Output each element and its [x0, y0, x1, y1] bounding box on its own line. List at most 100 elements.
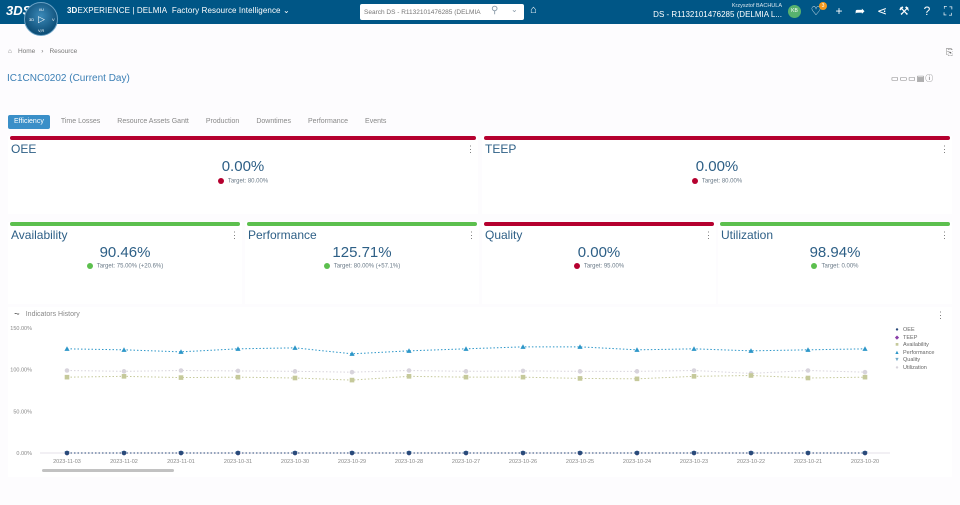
legend-label: Performance: [903, 349, 935, 356]
tag-icon[interactable]: ⌂: [530, 4, 537, 16]
home-icon[interactable]: ⌂: [8, 48, 12, 55]
play-icon: ▷: [38, 14, 45, 24]
kpi-title: Performance: [248, 228, 317, 242]
kpi-value: 0.00%: [221, 158, 265, 175]
title-toolbar: ▭▭▭▤ⓘ: [891, 73, 934, 84]
search-box[interactable]: ⚲ ⌄: [360, 4, 524, 20]
status-bar: [484, 136, 950, 140]
kpi-title: TEEP: [485, 142, 517, 156]
tools-icon[interactable]: ⚒: [898, 4, 910, 18]
status-bar: [720, 222, 950, 226]
notifications-icon[interactable]: ♡: [810, 4, 822, 18]
kpi-target: Target: 80.00%: [482, 178, 952, 185]
kpi-value: 98.94%: [809, 244, 861, 261]
app-brand: EXPERIENCE | DELMIA: [77, 6, 168, 15]
export-icon[interactable]: ⎘: [946, 47, 954, 57]
more-options-icon[interactable]: ⋮: [940, 230, 949, 240]
breadcrumb-home[interactable]: Home: [17, 48, 36, 55]
tab-time-losses[interactable]: Time Losses: [60, 118, 101, 125]
chevron-down-icon[interactable]: ⌄: [511, 5, 518, 14]
legend-item-availability[interactable]: ■ Availability: [892, 342, 935, 350]
calendar-month-icon[interactable]: ▭: [908, 74, 917, 83]
line-chart-icon: ⏦: [14, 311, 20, 318]
compass-right: V: [52, 17, 55, 22]
kpi-target-text: Target: 80.00%: [701, 178, 743, 185]
kpi-value: 0.00%: [695, 158, 739, 175]
kpi-title: Availability: [11, 228, 68, 242]
kpi-target-text: Target: 0.00%: [821, 263, 859, 270]
legend-marker-icon: ●: [895, 364, 899, 371]
tab-downtimes[interactable]: Downtimes: [256, 118, 291, 125]
kpi-card-performance: Performance ⋮ 125.71% Target: 80.00% (+5…: [245, 222, 479, 304]
tab-production[interactable]: Production: [205, 118, 240, 125]
help-icon[interactable]: ?: [923, 4, 931, 18]
calendar-week-icon[interactable]: ▭: [899, 74, 909, 83]
legend-label: OEE: [903, 327, 915, 333]
tab-events[interactable]: Events: [365, 118, 387, 125]
top-bar: 3DS 3DEXPERIENCE | DELMIA Factory Resour…: [0, 0, 960, 24]
tenant-name: DS - R1132101476285 (DELMIA L...: [653, 10, 782, 19]
status-bar: [10, 222, 240, 226]
plus-icon[interactable]: +: [835, 4, 843, 18]
legend-item-teep[interactable]: ◆ TEEP: [892, 335, 935, 343]
tab-bar: Efficiency Time Losses Resource Assets G…: [8, 115, 397, 129]
status-dot-icon: [811, 263, 818, 269]
kpi-card-utilization: Utilization ⋮ 98.94% Target: 0.00%: [718, 222, 952, 304]
database-icon[interactable]: ▤: [916, 74, 926, 83]
status-dot-icon: [691, 178, 698, 184]
more-options-icon[interactable]: ⋮: [704, 230, 713, 240]
avatar[interactable]: KB: [788, 5, 801, 18]
user-name: Krzysztof BACHULA: [731, 3, 782, 9]
legend-item-oee[interactable]: ● OEE: [892, 327, 935, 335]
app-prefix: 3D: [67, 6, 78, 15]
more-options-icon[interactable]: ⋮: [466, 144, 475, 154]
status-bar: [484, 222, 714, 226]
share-icon[interactable]: ➦: [854, 4, 866, 18]
kpi-card-quality: Quality ⋮ 0.00% Target: 95.00%: [482, 222, 716, 304]
compass-icon[interactable]: i/U 3D ▷ V V,R: [24, 2, 58, 36]
legend-item-performance[interactable]: ▲ Performance: [892, 349, 935, 358]
kpi-target: Target: 95.00%: [482, 263, 716, 270]
tab-resource-assets-gantt[interactable]: Resource Assets Gantt: [117, 118, 189, 125]
kpi-target-text: Target: 80.00%: [227, 178, 269, 185]
calendar-day-icon[interactable]: ▭: [891, 74, 900, 83]
compass-left: 3D: [29, 17, 35, 22]
legend-item-quality[interactable]: ▼ Quality: [892, 357, 935, 365]
more-options-icon[interactable]: ⋮: [936, 310, 945, 320]
tab-performance[interactable]: Performance: [307, 118, 349, 125]
compass-bottom: V,R: [38, 28, 45, 33]
kpi-target: Target: 75.00% (+20.6%): [8, 263, 242, 270]
status-dot-icon: [323, 263, 330, 269]
kpi-value: 90.46%: [99, 244, 151, 261]
search-icon[interactable]: ⚲: [491, 5, 499, 16]
compass-top: i/U: [39, 7, 44, 12]
legend-label: Utilization: [903, 364, 927, 371]
app-title[interactable]: 3DEXPERIENCE | DELMIA Factory Resource I…: [67, 6, 290, 15]
kpi-target-text: Target: 95.00%: [583, 263, 625, 270]
network-icon[interactable]: ⋖: [876, 4, 888, 18]
more-options-icon[interactable]: ⋮: [467, 230, 476, 240]
legend-item-utilization[interactable]: ● Utilization: [892, 365, 935, 373]
kpi-title: Quality: [485, 228, 523, 242]
legend-label: Quality: [903, 357, 921, 364]
kpi-target: Target: 80.00% (+57.1%): [245, 263, 479, 270]
kpi-title: Utilization: [721, 228, 774, 242]
legend-label: TEEP: [903, 334, 918, 341]
more-options-icon[interactable]: ⋮: [940, 144, 949, 154]
page-title: IC1CNC0202 (Current Day): [7, 73, 130, 84]
info-icon[interactable]: ⓘ: [925, 74, 935, 83]
more-options-icon[interactable]: ⋮: [230, 230, 239, 240]
legend-marker-icon: ■: [895, 342, 899, 349]
search-input[interactable]: [364, 6, 490, 18]
chart-title-text: Indicators History: [25, 311, 80, 318]
tab-efficiency[interactable]: Efficiency: [8, 115, 50, 129]
legend-marker-icon: ●: [895, 327, 899, 333]
status-dot-icon: [573, 263, 580, 269]
breadcrumb-resource[interactable]: Resource: [49, 48, 78, 55]
breadcrumb: ⌂ Home › Resource: [8, 48, 83, 55]
user-info[interactable]: Krzysztof BACHULA DS - R1132101476285 (D…: [653, 3, 782, 19]
kpi-card-teep: TEEP ⋮ 0.00% Target: 80.00%: [482, 136, 952, 214]
horizontal-scrollbar[interactable]: [42, 469, 174, 472]
legend-marker-icon: ▼: [894, 357, 900, 364]
fullscreen-icon[interactable]: ⛶: [943, 4, 953, 18]
